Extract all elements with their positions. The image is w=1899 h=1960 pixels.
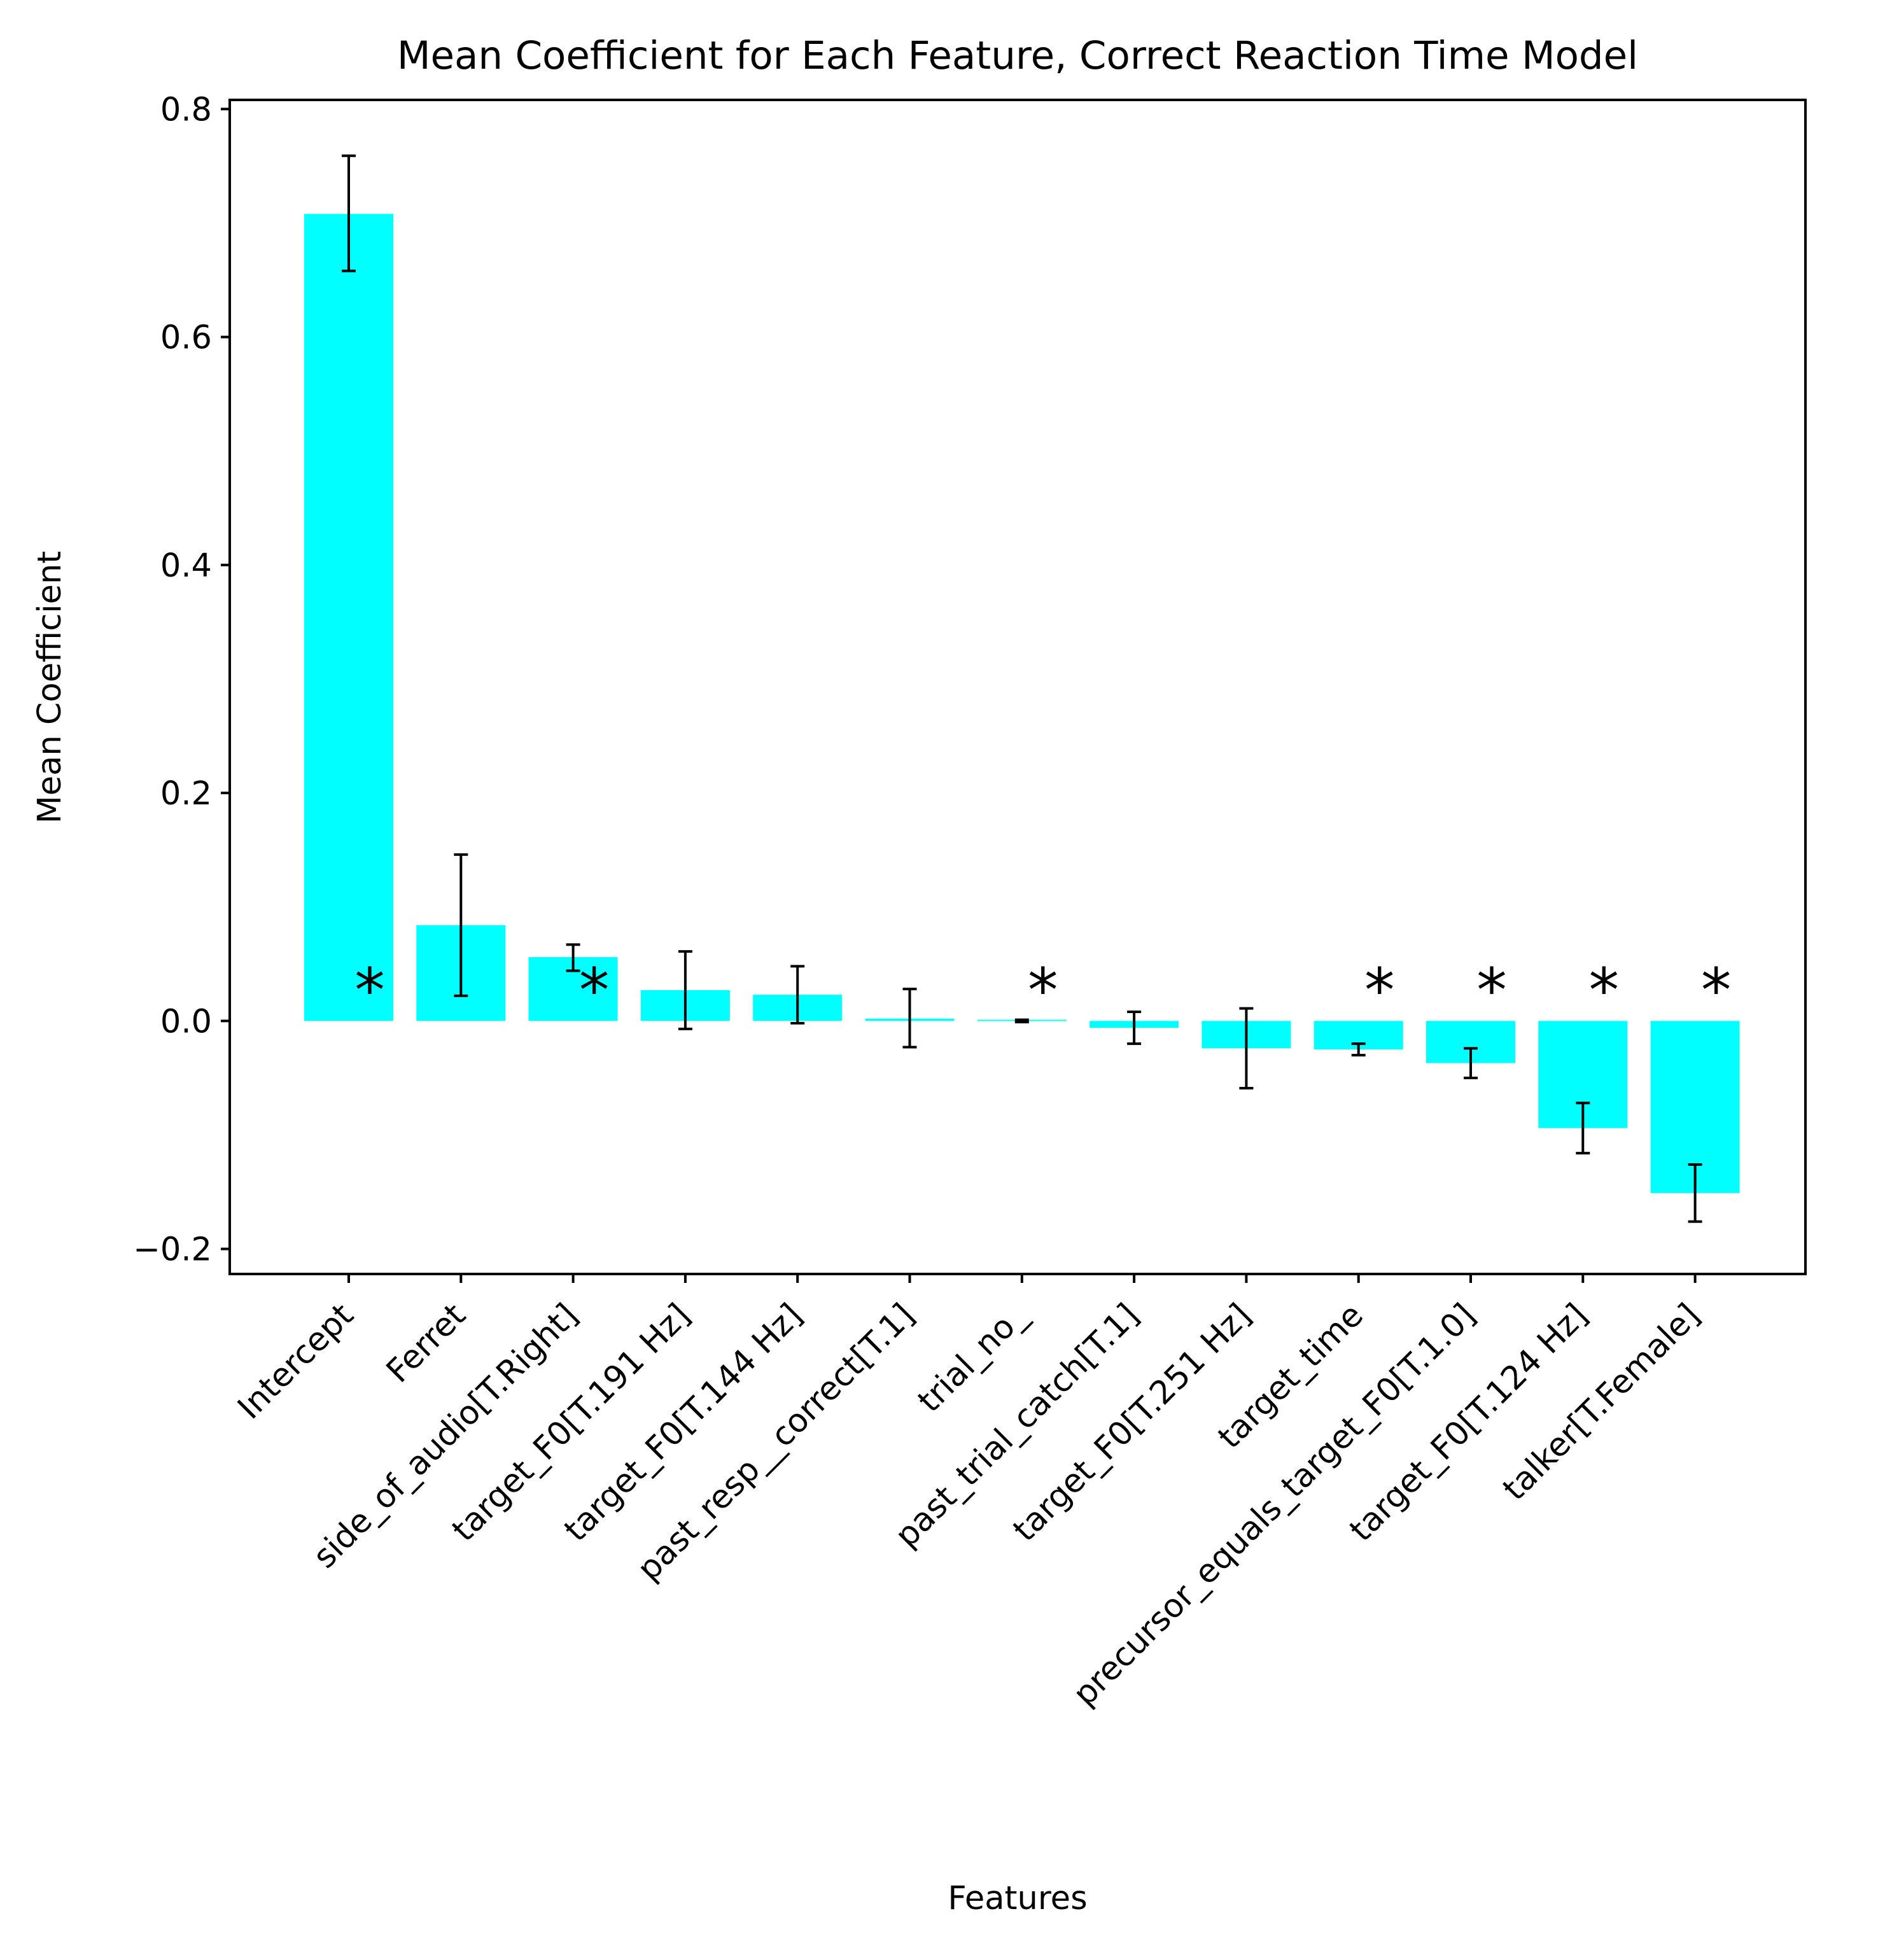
x-tick-label-1: Intercept [231, 1296, 361, 1427]
plot-area [228, 99, 1807, 1275]
y-axis: −0.2 0.0 0.2 0.4 0.6 0.8 [133, 91, 230, 1269]
bar-1 [304, 214, 393, 1021]
y-tick-label-3: 0.2 [160, 775, 212, 813]
significance-star-13: * [1701, 956, 1732, 1026]
x-tick-label-11: precursor_equals_target_F0[T.1.0] [1066, 1296, 1483, 1713]
significance-star-10: * [1364, 956, 1395, 1026]
y-tick-label-6: 0.8 [160, 91, 212, 129]
y-tick-label-2: 0.0 [160, 1003, 212, 1040]
significance-star-1: * [354, 956, 385, 1026]
y-tick-label-1: −0.2 [133, 1231, 212, 1269]
x-axis: Intercept Ferretside_of_audio[T.Right]tar… [231, 1274, 1707, 1713]
x-tick-label-2: Ferret [379, 1296, 473, 1390]
significance-star-3: * [579, 956, 610, 1026]
bars-layer [304, 214, 1740, 1193]
significance-star-11: * [1476, 956, 1507, 1026]
significance-star-12: * [1589, 956, 1620, 1026]
chart-title: Mean Coefficient for Each Feature, Corre… [397, 33, 1638, 78]
x-axis-label: Features [948, 1880, 1087, 1917]
errorbars-layer [342, 154, 1702, 1223]
plot-frame [228, 99, 1807, 1275]
x-tick-label-13: talker[T.Female] [1496, 1296, 1707, 1508]
significance-markers-layer: * * * * * * * [354, 956, 1731, 1026]
y-axis-label: Mean Coefficient [31, 551, 69, 824]
y-tick-label-4: 0.4 [160, 547, 212, 585]
significance-star-7: * [1028, 956, 1058, 1026]
y-tick-label-5: 0.6 [160, 319, 212, 357]
